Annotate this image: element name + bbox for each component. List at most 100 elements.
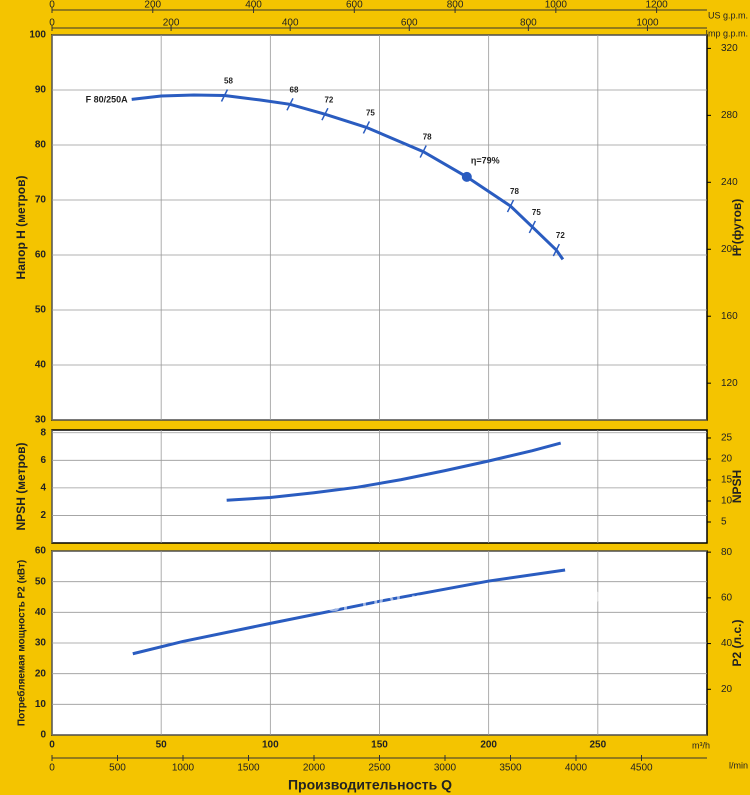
watermark: ePool.ru — [90, 585, 202, 618]
curve — [131, 93, 565, 261]
y-tick-label: 4 — [40, 483, 46, 494]
y-axis-title: Потребляемая мощность P2 (кВт) — [16, 560, 28, 726]
y-axis-title: Напор H (метров) — [14, 176, 28, 280]
efficiency-tick — [506, 199, 515, 213]
secondary-axis-name: Imp g.p.m. — [705, 28, 748, 38]
secondary-tick-label: 1000 — [172, 763, 195, 774]
efficiency-tick — [286, 97, 294, 111]
efficiency-tick — [362, 121, 371, 134]
y2-tick-label: 10 — [721, 496, 733, 507]
efficiency-tick — [220, 89, 229, 102]
secondary-tick-label: 800 — [447, 0, 464, 11]
efficiency-label: 68 — [290, 85, 299, 94]
secondary-tick-label: 0 — [49, 0, 55, 11]
efficiency-label: 78 — [510, 187, 519, 196]
y-tick-label: 60 — [35, 546, 47, 557]
secondary-tick-label: 600 — [346, 0, 363, 11]
x-tick-label: 250 — [589, 740, 606, 751]
secondary-tick-label: 600 — [401, 18, 418, 29]
secondary-tick-label: 200 — [144, 0, 161, 11]
efficiency-tick — [321, 107, 329, 121]
y-tick-label: 50 — [35, 576, 47, 587]
curve — [132, 568, 566, 656]
curve — [226, 441, 562, 502]
series-label: F 80/250A — [86, 95, 129, 105]
secondary-tick-label: 4500 — [630, 763, 653, 774]
y-tick-label: 50 — [35, 305, 47, 316]
secondary-tick-label: 400 — [245, 0, 262, 11]
y-tick-label: 40 — [35, 360, 47, 371]
secondary-tick-label: 3000 — [434, 763, 457, 774]
y2-tick-label: 80 — [721, 547, 733, 558]
y2-tick-label: 200 — [721, 244, 738, 255]
secondary-tick-label: 0 — [49, 763, 55, 774]
y-tick-label: 30 — [35, 638, 47, 649]
y-tick-label: 8 — [40, 427, 46, 438]
x-axis-title: Производительность Q — [288, 777, 452, 793]
secondary-tick-label: 2500 — [368, 763, 391, 774]
y-tick-label: 6 — [40, 455, 46, 466]
y2-tick-label: 5 — [721, 517, 727, 528]
x-tick-label: 100 — [262, 740, 279, 751]
secondary-tick-label: 200 — [163, 18, 180, 29]
y-tick-label: 90 — [35, 85, 47, 96]
efficiency-tick — [419, 145, 427, 158]
efficiency-label: 58 — [224, 77, 233, 86]
x-axis-unit: m³/h — [692, 740, 710, 750]
y-axis-title: NPSH (метров) — [14, 443, 28, 531]
x-tick-label: 200 — [480, 740, 497, 751]
y-tick-label: 20 — [35, 668, 47, 679]
secondary-tick-label: 1000 — [545, 0, 568, 11]
y2-tick-label: 280 — [721, 110, 738, 121]
y2-tick-label: 40 — [721, 638, 733, 649]
secondary-axis-name: US g.p.m. — [708, 10, 748, 20]
watermark: ePool.ru — [565, 585, 677, 618]
y-tick-label: 100 — [29, 30, 46, 41]
secondary-tick-label: 400 — [282, 18, 299, 29]
y2-tick-label: 25 — [721, 433, 733, 444]
y2-tick-label: 160 — [721, 311, 738, 322]
y2-axis-title: NPSH — [730, 470, 744, 503]
efficiency-tick — [528, 220, 537, 234]
secondary-tick-label: 1000 — [636, 18, 659, 29]
secondary-tick-label: 500 — [109, 763, 126, 774]
secondary-tick-label: 1200 — [645, 0, 668, 11]
efficiency-label: 72 — [556, 231, 565, 240]
y-tick-label: 60 — [35, 250, 47, 261]
y2-tick-label: 240 — [721, 177, 738, 188]
y-tick-label: 0 — [40, 730, 46, 741]
secondary-tick-label: 3500 — [499, 763, 522, 774]
y2-tick-label: 120 — [721, 378, 738, 389]
efficiency-label: 75 — [366, 109, 375, 118]
y-tick-label: 2 — [40, 510, 46, 521]
y2-tick-label: 20 — [721, 684, 733, 695]
x-tick-label: 0 — [49, 740, 55, 751]
y-tick-label: 80 — [35, 140, 47, 151]
y-tick-label: 40 — [35, 607, 47, 618]
secondary-axis-name: l/min — [729, 760, 748, 770]
y2-axis-title: H (футов) — [730, 199, 744, 257]
secondary-tick-label: 4000 — [565, 763, 588, 774]
efficiency-tick — [552, 243, 561, 257]
y-tick-label: 70 — [35, 195, 47, 206]
x-tick-label: 50 — [156, 740, 168, 751]
y2-tick-label: 20 — [721, 454, 733, 465]
watermark: ePool.ru — [325, 585, 437, 618]
secondary-tick-label: 1500 — [237, 763, 260, 774]
efficiency-label: 78 — [423, 133, 432, 142]
best-efficiency-point — [461, 171, 472, 182]
x-tick-label: 150 — [371, 740, 388, 751]
y2-tick-label: 15 — [721, 475, 733, 486]
y2-tick-label: 60 — [721, 592, 733, 603]
y2-tick-label: 320 — [721, 43, 738, 54]
y-tick-label: 10 — [35, 699, 47, 710]
efficiency-label: 75 — [532, 208, 541, 217]
y2-axis-title: P2 (л.с.) — [730, 620, 744, 667]
secondary-tick-label: 800 — [520, 18, 537, 29]
secondary-tick-label: 2000 — [303, 763, 326, 774]
y-tick-label: 30 — [35, 415, 47, 426]
secondary-tick-label: 0 — [49, 18, 55, 29]
efficiency-label: 72 — [324, 95, 333, 104]
best-efficiency-label: η=79% — [471, 155, 500, 165]
